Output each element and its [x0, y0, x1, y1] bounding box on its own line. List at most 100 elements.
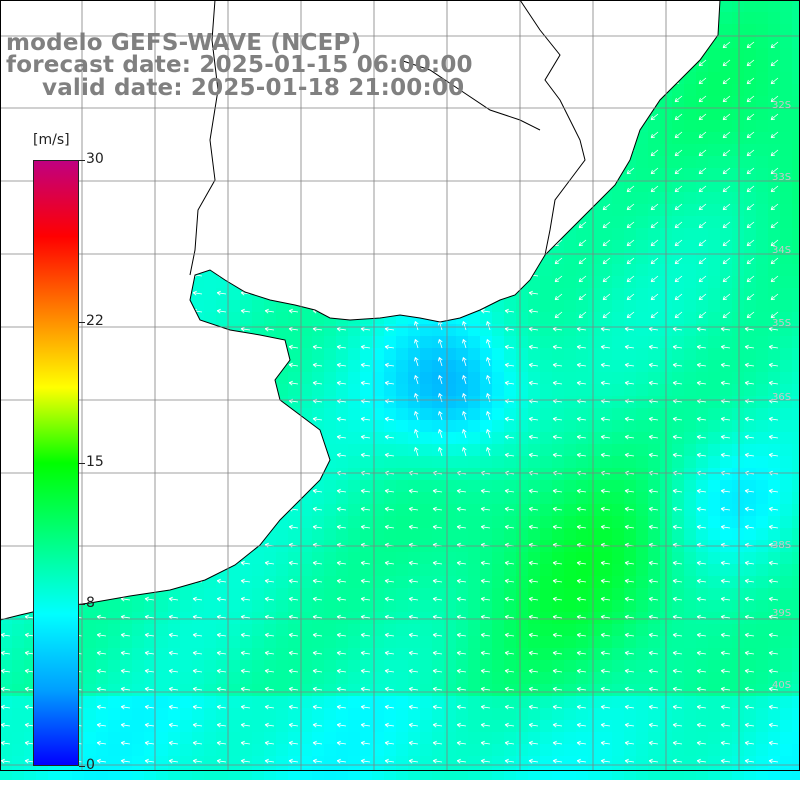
field-cell — [756, 756, 768, 768]
field-cell — [432, 420, 444, 432]
field-cell — [540, 624, 552, 636]
field-cell — [672, 660, 684, 672]
field-cell — [372, 720, 384, 732]
field-cell — [396, 516, 408, 528]
wind-arrow — [578, 239, 587, 247]
wind-arrow — [554, 293, 563, 301]
field-cell — [168, 612, 180, 624]
field-cell — [708, 60, 720, 72]
field-cell — [588, 600, 600, 612]
field-cell — [324, 360, 336, 372]
wind-arrow — [216, 290, 227, 296]
field-cell — [648, 720, 660, 732]
field-cell — [516, 360, 528, 372]
field-cell — [444, 480, 456, 492]
field-cell — [780, 684, 792, 696]
field-cell — [684, 480, 696, 492]
field-cell — [768, 348, 780, 360]
field-cell — [684, 600, 696, 612]
field-cell — [744, 588, 756, 600]
field-cell — [516, 576, 528, 588]
field-cell — [708, 300, 720, 312]
field-cell — [732, 708, 744, 720]
field-cell — [300, 528, 312, 540]
field-cell — [348, 732, 360, 744]
field-cell — [444, 396, 456, 408]
field-cell — [480, 324, 492, 336]
field-cell — [708, 192, 720, 204]
field-cell — [624, 720, 636, 732]
field-cell — [732, 444, 744, 456]
field-cell — [156, 612, 168, 624]
field-cell — [504, 624, 516, 636]
field-cell — [624, 576, 636, 588]
field-cell — [540, 288, 552, 300]
field-cell — [504, 348, 516, 360]
field-cell — [492, 564, 504, 576]
field-cell — [396, 504, 408, 516]
field-cell — [588, 264, 600, 276]
field-cell — [564, 480, 576, 492]
field-cell — [672, 132, 684, 144]
field-cell — [84, 648, 96, 660]
field-cell — [144, 684, 156, 696]
field-cell — [468, 720, 480, 732]
wind-arrow — [602, 275, 611, 283]
field-cell — [612, 564, 624, 576]
field-cell — [168, 636, 180, 648]
field-cell — [528, 564, 540, 576]
field-cell — [564, 756, 576, 768]
wind-arrow — [746, 293, 755, 301]
field-cell — [672, 576, 684, 588]
field-cell — [300, 360, 312, 372]
field-cell — [708, 600, 720, 612]
field-cell — [648, 612, 660, 624]
field-cell — [612, 660, 624, 672]
field-cell — [672, 144, 684, 156]
field-cell — [648, 732, 660, 744]
wind-arrow — [486, 357, 491, 367]
field-cell — [780, 432, 792, 444]
field-cell — [480, 624, 492, 636]
field-cell — [708, 492, 720, 504]
field-cell — [300, 672, 312, 684]
field-cell — [744, 312, 756, 324]
field-cell — [360, 480, 372, 492]
field-cell — [432, 384, 444, 396]
field-cell — [792, 744, 800, 756]
field-cell — [768, 456, 780, 468]
field-cell — [276, 384, 288, 396]
field-cell — [588, 228, 600, 240]
field-cell — [480, 504, 492, 516]
field-cell — [648, 348, 660, 360]
field-cell — [384, 648, 396, 660]
field-cell — [708, 276, 720, 288]
field-cell — [612, 588, 624, 600]
field-cell — [672, 84, 684, 96]
field-cell — [684, 324, 696, 336]
field-cell — [540, 348, 552, 360]
field-cell — [552, 492, 564, 504]
field-cell — [684, 636, 696, 648]
field-cell — [780, 252, 792, 264]
field-cell — [588, 612, 600, 624]
field-cell — [516, 492, 528, 504]
field-cell — [744, 300, 756, 312]
field-cell — [456, 516, 468, 528]
field-cell — [12, 672, 24, 684]
field-cell — [768, 756, 780, 768]
field-cell — [108, 648, 120, 660]
field-cell — [432, 564, 444, 576]
field-cell — [612, 636, 624, 648]
field-cell — [324, 696, 336, 708]
field-cell — [696, 72, 708, 84]
field-cell — [672, 372, 684, 384]
field-cell — [528, 708, 540, 720]
field-cell — [108, 612, 120, 624]
field-cell — [696, 480, 708, 492]
field-cell — [120, 744, 132, 756]
wind-arrow — [650, 275, 659, 283]
field-cell — [744, 192, 756, 204]
field-cell — [540, 672, 552, 684]
field-cell — [300, 504, 312, 516]
